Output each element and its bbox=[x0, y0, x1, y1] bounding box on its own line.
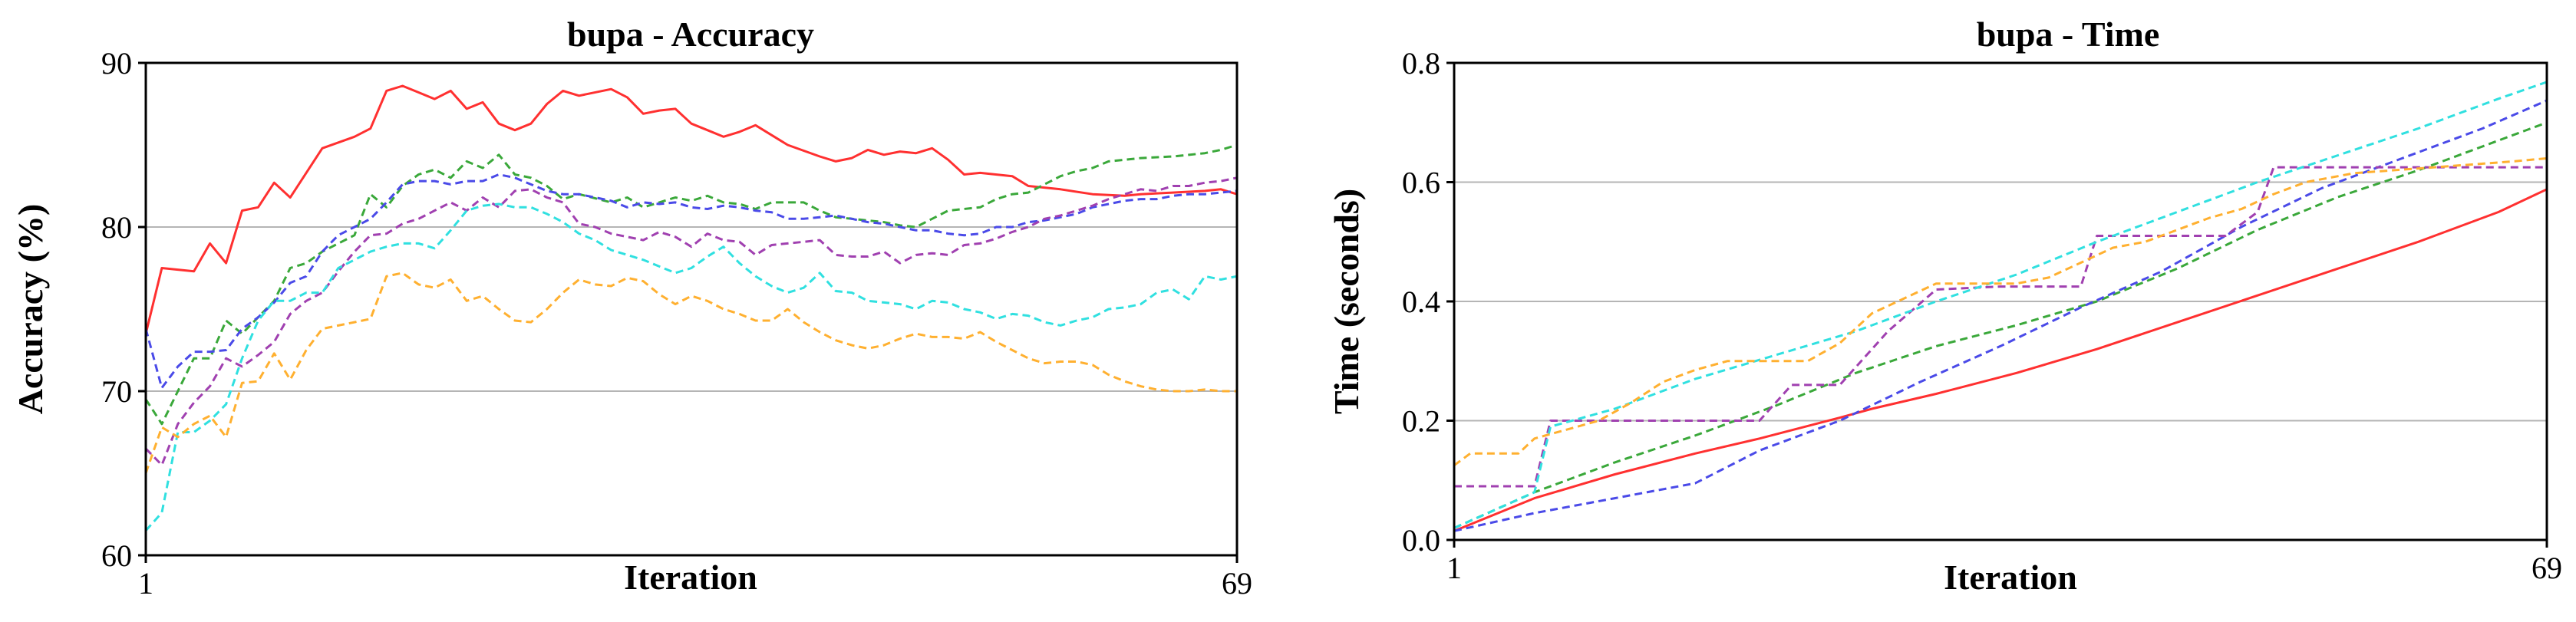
time-x-tick-label: 69 bbox=[2531, 551, 2562, 585]
accuracy-chart: bupa - Accuracy 60 70 80 90 1 69 Iteration Ac… bbox=[11, 15, 1252, 601]
accuracy-ticks: 60 70 80 90 1 69 bbox=[101, 46, 1252, 601]
accuracy-y-tick-label: 70 bbox=[101, 374, 132, 409]
time-y-tick-label: 0.8 bbox=[1402, 46, 1440, 81]
accuracy-y-tick-label: 90 bbox=[101, 46, 132, 81]
accuracy-series-red bbox=[144, 84, 1238, 334]
time-y-tick-label: 0.6 bbox=[1402, 166, 1440, 200]
accuracy-series-green bbox=[144, 143, 1238, 426]
accuracy-x-tick-label: 1 bbox=[138, 566, 153, 601]
accuracy-series-orange bbox=[144, 272, 1237, 474]
time-y-tick-label: 0.0 bbox=[1402, 523, 1440, 558]
time-gridlines bbox=[1454, 62, 2547, 541]
accuracy-gridlines bbox=[146, 62, 1237, 556]
accuracy-series-group bbox=[144, 84, 1238, 531]
time-x-tick-label: 1 bbox=[1446, 551, 1462, 585]
accuracy-y-tick-label: 60 bbox=[101, 538, 132, 573]
time-y-axis-title: Time (seconds) bbox=[1327, 189, 1366, 414]
time-y-tick-label: 0.2 bbox=[1402, 404, 1440, 439]
time-chart-title: bupa - Time bbox=[1977, 15, 2160, 54]
accuracy-y-axis-title: Accuracy (%) bbox=[11, 204, 50, 415]
accuracy-x-axis-title: Iteration bbox=[624, 558, 757, 597]
accuracy-series-cyan bbox=[144, 202, 1238, 531]
time-y-tick-label: 0.4 bbox=[1402, 285, 1440, 319]
accuracy-plot-frame bbox=[144, 61, 1239, 557]
time-ticks: 0.0 0.2 0.4 0.6 0.8 1 69 bbox=[1402, 46, 2562, 585]
time-series-purple bbox=[1454, 166, 2547, 488]
time-series-cyan bbox=[1453, 81, 2548, 529]
accuracy-series-blue bbox=[144, 173, 1238, 390]
accuracy-y-tick-label: 80 bbox=[101, 210, 132, 245]
time-series-orange bbox=[1453, 156, 2548, 467]
accuracy-chart-title: bupa - Accuracy bbox=[567, 15, 814, 54]
time-chart: bupa - Time 0.0 0.2 0.4 0.6 0.8 1 69 Iteration… bbox=[1327, 15, 2562, 597]
time-series-red bbox=[1453, 188, 2548, 532]
time-series-green bbox=[1453, 121, 2548, 529]
time-series-group bbox=[1453, 81, 2548, 532]
accuracy-x-tick-label: 69 bbox=[1222, 566, 1252, 601]
time-x-axis-title: Iteration bbox=[1944, 558, 2077, 597]
time-series-blue bbox=[1453, 99, 2548, 532]
